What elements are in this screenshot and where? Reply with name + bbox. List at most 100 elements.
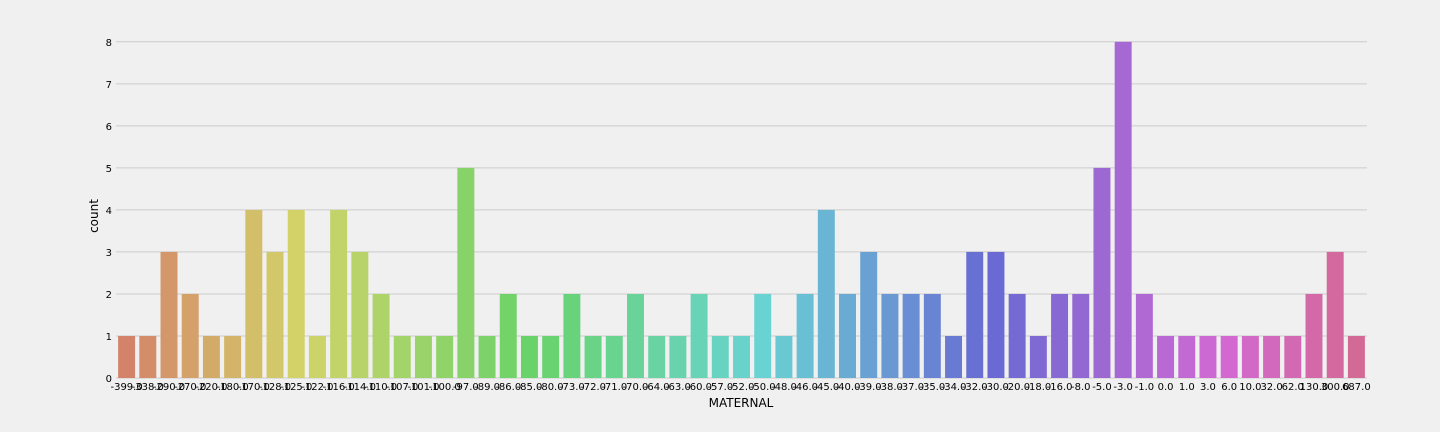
x-tick-label: 62.0 — [1282, 382, 1304, 393]
x-tick-label: 3.0 — [1200, 382, 1216, 393]
bar — [393, 335, 411, 378]
y-tick-label: 5 — [106, 164, 112, 175]
bar — [351, 251, 369, 378]
x-tick-label: -72.0 — [580, 382, 606, 393]
bar — [1220, 335, 1238, 378]
bar — [330, 209, 348, 378]
x-tick-label: -46.0 — [792, 382, 818, 393]
bar — [266, 251, 284, 378]
x-tick-label: -18.0 — [1025, 382, 1051, 393]
bar — [860, 251, 878, 378]
y-tick-label: 0 — [106, 374, 112, 385]
bar — [987, 251, 1005, 378]
x-tick-label: -40.0 — [835, 382, 861, 393]
y-tick-label: 3 — [106, 248, 112, 259]
bar — [436, 335, 454, 378]
x-axis-label: MATERNAL — [709, 396, 774, 410]
y-tick-labels: 0 1 2 3 4 5 6 7 8 — [106, 38, 112, 385]
bar — [1008, 293, 1026, 378]
y-tick-label: 8 — [106, 38, 112, 49]
bar — [1263, 335, 1281, 378]
bar — [224, 335, 242, 378]
x-tick-label: -128.0 — [259, 382, 291, 393]
x-tick-label: -38.0 — [877, 382, 903, 393]
x-tick-label: -85.0 — [517, 382, 543, 393]
bar — [839, 293, 856, 378]
bar — [796, 293, 814, 378]
bar — [1114, 41, 1132, 379]
x-tick-label: -270.0 — [174, 382, 206, 393]
x-tick-label: -52.0 — [729, 382, 755, 393]
bar — [139, 335, 157, 378]
bar — [690, 293, 708, 378]
x-tick-label: -70.0 — [623, 382, 649, 393]
bar — [1029, 335, 1047, 378]
bar — [1157, 335, 1175, 378]
bar — [202, 335, 220, 378]
x-tick-label: -64.0 — [644, 382, 670, 393]
x-tick-label: 10.0 — [1239, 382, 1261, 393]
bar — [1093, 167, 1111, 378]
bar — [605, 335, 623, 378]
x-tick-label: 300.0 — [1321, 382, 1350, 393]
x-tick-label: -63.0 — [665, 382, 691, 393]
x-tick-label: -290.0 — [153, 382, 185, 393]
bar — [966, 251, 984, 378]
bar — [245, 209, 263, 378]
bar — [1072, 293, 1090, 378]
x-tick-label: 32.0 — [1260, 382, 1282, 393]
x-tick-label: -170.0 — [238, 382, 270, 393]
x-tick-label: -8.0 — [1071, 382, 1091, 393]
bar — [733, 335, 750, 378]
bar — [118, 335, 136, 378]
x-tick-label: -16.0 — [1047, 382, 1073, 393]
bar — [1326, 251, 1344, 378]
x-tick-labels: -399.0-338.0-290.0-270.0-220.0-180.0-170… — [110, 382, 1370, 393]
bar — [1178, 335, 1196, 378]
bar — [754, 293, 772, 378]
y-tick-label: 1 — [106, 332, 112, 343]
x-tick-label: -399.0 — [110, 382, 142, 393]
bar — [775, 335, 793, 378]
bar — [923, 293, 941, 378]
bar — [372, 293, 390, 378]
bar — [287, 209, 305, 378]
x-tick-label: -50.0 — [750, 382, 776, 393]
bar — [563, 293, 581, 378]
x-tick-label: -37.0 — [898, 382, 924, 393]
x-tick-label: -57.0 — [707, 382, 733, 393]
bar — [902, 293, 920, 378]
bar — [627, 293, 644, 378]
x-tick-label: 687.0 — [1342, 382, 1371, 393]
bar — [1051, 293, 1069, 378]
y-tick-label: 4 — [106, 206, 112, 217]
x-tick-label: -107.0 — [386, 382, 418, 393]
y-tick-label: 6 — [106, 122, 112, 133]
x-tick-label: -73.0 — [559, 382, 585, 393]
bar — [1199, 335, 1217, 378]
bar — [817, 209, 835, 378]
x-tick-label: -114.0 — [344, 382, 376, 393]
x-tick-label: -20.0 — [1004, 382, 1030, 393]
x-tick-label: -1.0 — [1135, 382, 1155, 393]
bar — [1305, 293, 1323, 378]
x-tick-label: -71.0 — [601, 382, 627, 393]
y-axis-label: count — [87, 199, 101, 233]
bar — [520, 335, 538, 378]
x-tick-label: -180.0 — [216, 382, 248, 393]
bar — [1284, 335, 1302, 378]
x-tick-label: 0.0 — [1158, 382, 1174, 393]
x-tick-label: -30.0 — [983, 382, 1009, 393]
bar — [542, 335, 560, 378]
x-tick-label: -3.0 — [1113, 382, 1133, 393]
x-tick-label: -122.0 — [301, 382, 333, 393]
x-tick-label: -110.0 — [365, 382, 397, 393]
bars — [118, 41, 1365, 379]
bar — [160, 251, 178, 378]
bar — [1241, 335, 1259, 378]
x-tick-label: -86.0 — [495, 382, 521, 393]
x-tick-label: -32.0 — [962, 382, 988, 393]
x-tick-label: 6.0 — [1221, 382, 1237, 393]
x-tick-label: -220.0 — [195, 382, 227, 393]
